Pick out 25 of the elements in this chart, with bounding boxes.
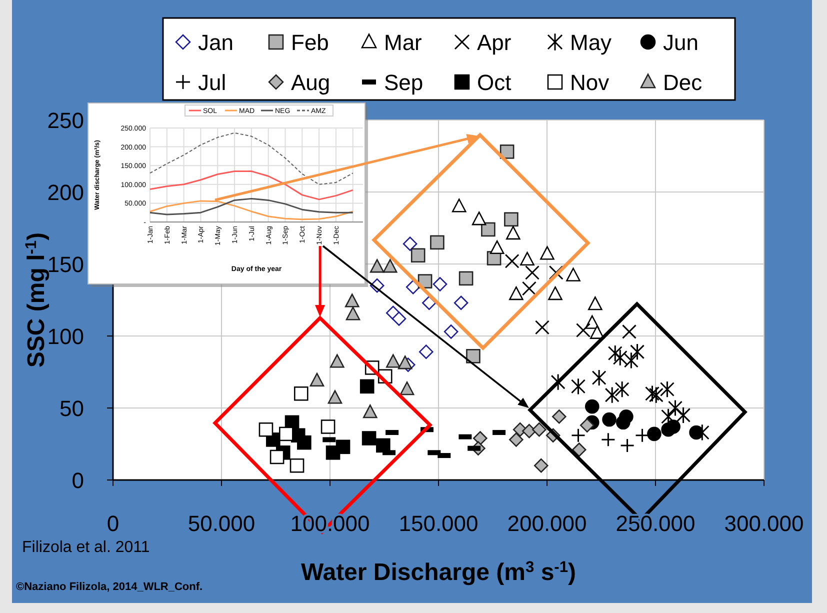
legend-label: Feb [291,30,329,55]
text: ©Naziano Filizola, 2014_WLR_Conf. [16,581,203,593]
y-tick-label: 0 [72,468,84,493]
x-tick-label: 250.000 [616,511,696,536]
legend-label: Nov [570,70,610,95]
legend-label: Jan [198,30,234,55]
legend-label: May [570,30,612,55]
y-tick-label: 100 [47,324,84,349]
y-tick-label: 250 [47,108,84,133]
x-tick-label: 50.000 [188,511,256,536]
x-tick-label: 200.000 [507,511,587,536]
legend-label: Jul [198,70,226,95]
legend-label: Apr [477,30,512,55]
y-tick-label: 200 [47,180,84,205]
x-axis-title: Water Discharge (m$^{3}$ s$^{-1}$) [300,558,576,586]
y-tick-label: 50 [60,396,84,421]
x-tick-label: 150.000 [398,511,478,536]
legend-label: Oct [477,70,512,95]
legend-label: Jun [663,30,698,55]
legend-label: Sep [384,70,424,95]
x-tick-label: 300.000 [724,511,804,536]
legend-label: Mar [384,30,422,55]
legend-label: Dec [663,70,702,95]
legend-label: Aug [291,70,330,95]
text: Filizola et al. 2011 [22,539,150,556]
